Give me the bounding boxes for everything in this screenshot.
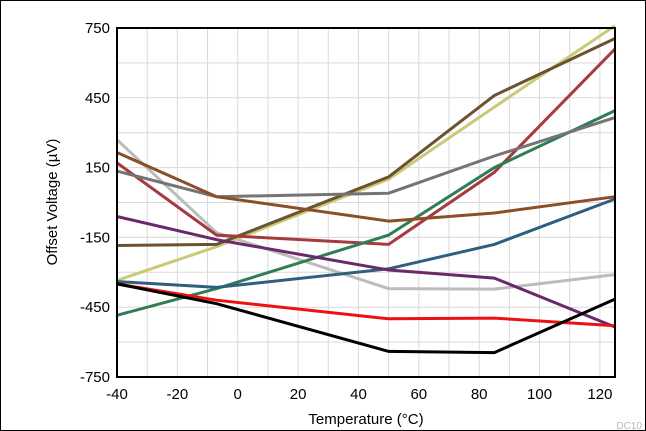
y-tick-label: -750 — [80, 369, 110, 386]
x-tick-label: -40 — [106, 386, 128, 403]
y-tick-label: -450 — [80, 299, 110, 316]
figure-code: DC10 — [616, 421, 642, 431]
series-line-3 — [116, 37, 616, 247]
series-line-8 — [116, 151, 616, 223]
series-line-9 — [116, 215, 616, 329]
plot-frame — [116, 27, 616, 378]
x-tick-labels: -40 -20 0 20 40 60 80 100 120 — [106, 386, 612, 403]
y-tick-label: 450 — [85, 90, 110, 107]
y-tick-label: 150 — [85, 160, 110, 177]
y-tick-labels: 750 450 150 -150 -450 -750 — [80, 20, 110, 386]
series-line-7 — [116, 116, 616, 199]
series-lines — [115, 24, 617, 355]
y-tick-label: 750 — [85, 20, 110, 37]
y-tick-label: -150 — [80, 229, 110, 246]
x-tick-label: 40 — [350, 386, 367, 403]
series-line-11 — [116, 282, 616, 355]
y-axis-label: Offset Voltage (µV) — [44, 139, 61, 266]
series-line-10 — [116, 282, 616, 328]
x-tick-label: 60 — [410, 386, 427, 403]
x-axis-label: Temperature (°C) — [308, 411, 423, 428]
x-tick-label: -20 — [167, 386, 189, 403]
x-tick-label: 20 — [290, 386, 307, 403]
series-line-4 — [116, 47, 617, 246]
x-tick-label: 0 — [234, 386, 242, 403]
x-tick-label: 120 — [587, 386, 612, 403]
series-line-2 — [116, 24, 616, 282]
x-tick-label: 100 — [527, 386, 552, 403]
x-tick-label: 80 — [471, 386, 488, 403]
series-line-1 — [115, 138, 616, 291]
